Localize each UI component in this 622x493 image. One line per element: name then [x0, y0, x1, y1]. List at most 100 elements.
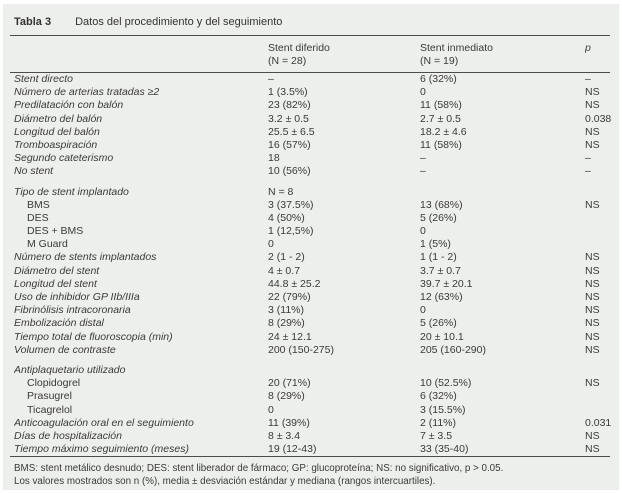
table-row: Clopidogrel 20 (71%) 10 (52.5%) NS: [14, 377, 619, 390]
immediate-stent-value: 1 (5%): [420, 238, 451, 251]
row-label: Clopidogrel: [27, 377, 81, 390]
row-label: Número de arterias tratadas ≥2: [14, 86, 160, 99]
column-header-deferred-stent-name: Stent diferido: [268, 42, 330, 54]
table-number: Tabla 3: [14, 16, 52, 28]
row-label: Antiplaquetario utilizado: [14, 363, 126, 376]
p-value: NS: [585, 277, 600, 290]
immediate-stent-value: 20 ± 10.1: [420, 330, 464, 343]
deferred-stent-value: 11 (39%): [268, 416, 310, 429]
rule-above-footnotes: [10, 456, 610, 458]
p-value: NS: [585, 264, 600, 277]
deferred-stent-value: 4 ± 0.7: [268, 264, 301, 277]
p-value: NS: [585, 330, 600, 343]
immediate-stent-value: 2.7 ± 0.5: [420, 112, 461, 125]
row-label: DES + BMS: [27, 225, 84, 238]
deferred-stent-value: 3.2 ± 0.5: [268, 112, 309, 125]
table-row: DES 4 (50%) 5 (26%): [14, 212, 619, 225]
immediate-stent-value: 6 (32%): [420, 73, 457, 85]
p-value: –: [585, 165, 591, 178]
p-value: [585, 364, 614, 377]
row-label: Embolización distal: [14, 317, 104, 330]
p-value: [585, 225, 614, 238]
table-title-row: Tabla 3 Datos del procedimiento y del seg…: [3, 4, 619, 28]
immediate-stent-value: –: [420, 152, 426, 165]
deferred-stent-value: 18: [268, 152, 280, 165]
deferred-stent-value: 1 (3.5%): [268, 86, 308, 99]
p-value: NS: [585, 86, 600, 99]
immediate-stent-value: 205 (160-290): [420, 343, 486, 356]
deferred-stent-value: N = 8: [268, 185, 294, 198]
table-card: Tabla 3 Datos del procedimiento y del seg…: [3, 4, 619, 490]
row-label: Tiempo total de fluoroscopia (min): [14, 330, 173, 343]
immediate-stent-value: 0: [420, 225, 426, 238]
column-header-immediate-stent: Stent inmediato (N = 19): [420, 42, 585, 68]
deferred-stent-value: 2 (1 - 2): [268, 251, 305, 264]
immediate-stent-value: 39.7 ± 20.1: [420, 277, 473, 290]
table-row: Número de arterias tratadas ≥2 1 (3.5%) 0 N…: [14, 86, 619, 99]
p-value: NS: [585, 343, 600, 356]
p-value: 0.038: [585, 112, 612, 125]
row-label: Diámetro del balón: [14, 112, 103, 125]
column-header-p-value: p: [585, 42, 591, 54]
immediate-stent-value: 11 (58%): [420, 138, 462, 151]
p-value: NS: [585, 317, 600, 330]
table-row: Longitud del balón 25.5 ± 6.5 18.2 ± 4.6 NS: [14, 126, 619, 139]
table-footnotes: BMS: stent metálico desnudo; DES: stent …: [14, 463, 619, 489]
row-label: BMS: [27, 198, 50, 211]
column-header-immediate-stent-name: Stent inmediato: [420, 42, 493, 54]
row-label: Ticagrelol: [27, 403, 73, 416]
p-value: NS: [585, 377, 600, 390]
deferred-stent-value: 1 (12,5%): [268, 225, 314, 238]
table-row: Prasugrel 8 (29%) 6 (32%): [14, 390, 619, 403]
column-header-immediate-stent-n: (N = 19): [420, 55, 459, 67]
immediate-stent-value: 0: [420, 304, 426, 317]
immediate-stent-value: 5 (26%): [420, 211, 457, 224]
immediate-stent-value: 12 (63%): [420, 291, 463, 303]
p-value: [585, 212, 614, 225]
table-row: Tiempo máximo seguimiento (meses) 19 (12-…: [14, 443, 619, 456]
table-row: M Guard 0 1 (5%): [14, 238, 619, 251]
p-value: [585, 238, 614, 251]
table-row: Anticoagulación oral en el seguimiento 11…: [14, 417, 619, 430]
p-value: [585, 186, 614, 199]
immediate-stent-value: –: [420, 165, 426, 178]
deferred-stent-value: 8 (29%): [268, 390, 305, 403]
row-label: Segundo cateterismo: [14, 152, 114, 165]
table-row: Número de stents implantados 2 (1 - 2) 1 (…: [14, 251, 619, 264]
p-value: –: [585, 73, 591, 85]
deferred-stent-value: 0: [268, 238, 274, 251]
table-row: Fibrinólisis intracoronaria 3 (11%) 0 NS: [14, 304, 619, 317]
table-row: DES + BMS 1 (12,5%) 0: [14, 225, 619, 238]
deferred-stent-value: 8 ± 3.4: [268, 429, 301, 442]
table-row: Ticagrelol 0 3 (15.5%): [14, 404, 619, 417]
deferred-stent-value: 23 (82%): [268, 99, 311, 112]
deferred-stent-value: 3 (37.5%): [268, 198, 314, 211]
row-label: Predilatación con balón: [14, 99, 124, 112]
immediate-stent-value: 3.7 ± 0.7: [420, 264, 461, 277]
row-label: Diámetro del stent: [14, 264, 100, 277]
immediate-stent-value: 18.2 ± 4.6: [420, 125, 467, 138]
deferred-stent-value: –: [268, 73, 274, 85]
row-label: No stent: [14, 165, 54, 178]
table-row: Días de hospitalización 8 ± 3.4 7 ± 3.5 NS: [14, 430, 619, 443]
row-label: Prasugrel: [27, 390, 72, 403]
table-row: Tromboaspiración 16 (57%) 11 (58%) NS: [14, 139, 619, 152]
table-row: Volumen de contraste 200 (150-275) 205 (16…: [14, 344, 619, 357]
rule-below-header: [10, 72, 610, 73]
immediate-stent-value: 1 (1 - 2): [420, 251, 457, 264]
p-value: NS: [585, 443, 600, 456]
p-value: NS: [585, 251, 600, 264]
deferred-stent-value: 0: [268, 403, 274, 416]
p-value: 0.031: [585, 416, 612, 429]
table-caption: Datos del procedimiento y del seguimient…: [75, 16, 283, 28]
p-value: –: [585, 152, 591, 165]
immediate-stent-value: [420, 364, 585, 377]
table-row: No stent 10 (56%) – –: [14, 165, 619, 178]
immediate-stent-value: 3 (15.5%): [420, 403, 466, 416]
footnote-abbreviations: BMS: stent metálico desnudo; DES: stent …: [14, 463, 504, 475]
deferred-stent-value: 16 (57%): [268, 138, 311, 151]
deferred-stent-value: 44.8 ± 25.2: [268, 277, 321, 290]
table-row: Uso de inhibidor GP IIb/IIIa 22 (79%) 12 (…: [14, 291, 619, 304]
column-header-deferred-stent-n: (N = 28): [268, 55, 307, 67]
table-row: Stent directo – 6 (32%) –: [14, 73, 619, 86]
